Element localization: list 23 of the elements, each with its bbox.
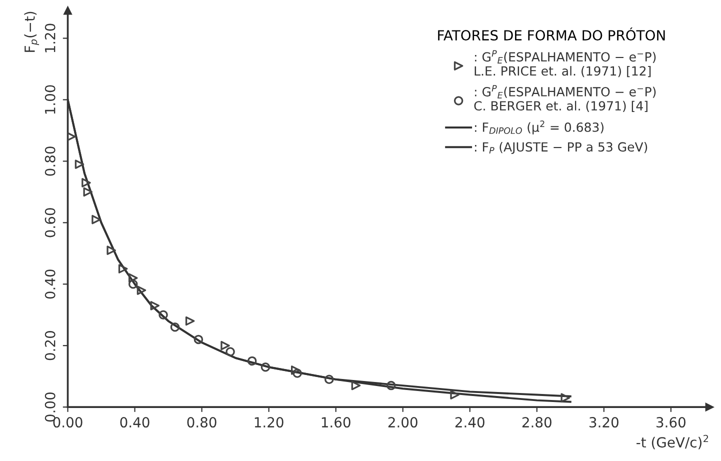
y-tick-label: 0.20 bbox=[44, 331, 56, 360]
x-tick-label: 0.80 bbox=[187, 417, 216, 428]
y-axis-title: F$_{p}$(−t) bbox=[24, 12, 40, 52]
x-tick-label: 3.20 bbox=[590, 417, 618, 428]
legend-label: : G$^{P}$$_{E}$(ESPALHAMENTO − e$^{−}$P) L.E. PRICE et. al. (1971) [12] bbox=[474, 50, 656, 78]
legend-label: : F$_{DIPOLO}$ (μ$^{2}$ = 0.683) bbox=[475, 120, 604, 134]
y-tick-label: 0.60 bbox=[44, 208, 56, 238]
y-tick-label: 0.40 bbox=[44, 270, 56, 299]
y-tick-label: 1.00 bbox=[44, 85, 56, 114]
x-tick-label: 1.60 bbox=[322, 417, 350, 428]
x-tick-label: 2.40 bbox=[455, 417, 484, 428]
legend-label: : G$^{P}$$_{E}$(ESPALHAMENTO − e$^{−}$P) C. BERGER et. al. (1971) [4] bbox=[474, 85, 656, 112]
x-tick-label: 0.00 bbox=[53, 417, 82, 428]
x-tick-label: 2.00 bbox=[388, 417, 418, 428]
x-tick-label: 1.20 bbox=[254, 417, 284, 428]
x-axis-title: -t (GeV/c)$^{2}$ bbox=[636, 434, 708, 450]
x-tick-label: 2.80 bbox=[522, 417, 552, 428]
y-tick-label: 1.20 bbox=[44, 24, 56, 52]
x-tick-label: 3.60 bbox=[656, 417, 686, 428]
x-tick-label: 0.40 bbox=[120, 417, 150, 428]
legend-label: : F$_{P}$ (AJUSTE − PP a 53 GeV) bbox=[475, 142, 648, 154]
y-tick-label: 0.80 bbox=[44, 146, 56, 176]
legend-title: FATORES DE FORMA DO PRÓTON bbox=[438, 27, 665, 41]
